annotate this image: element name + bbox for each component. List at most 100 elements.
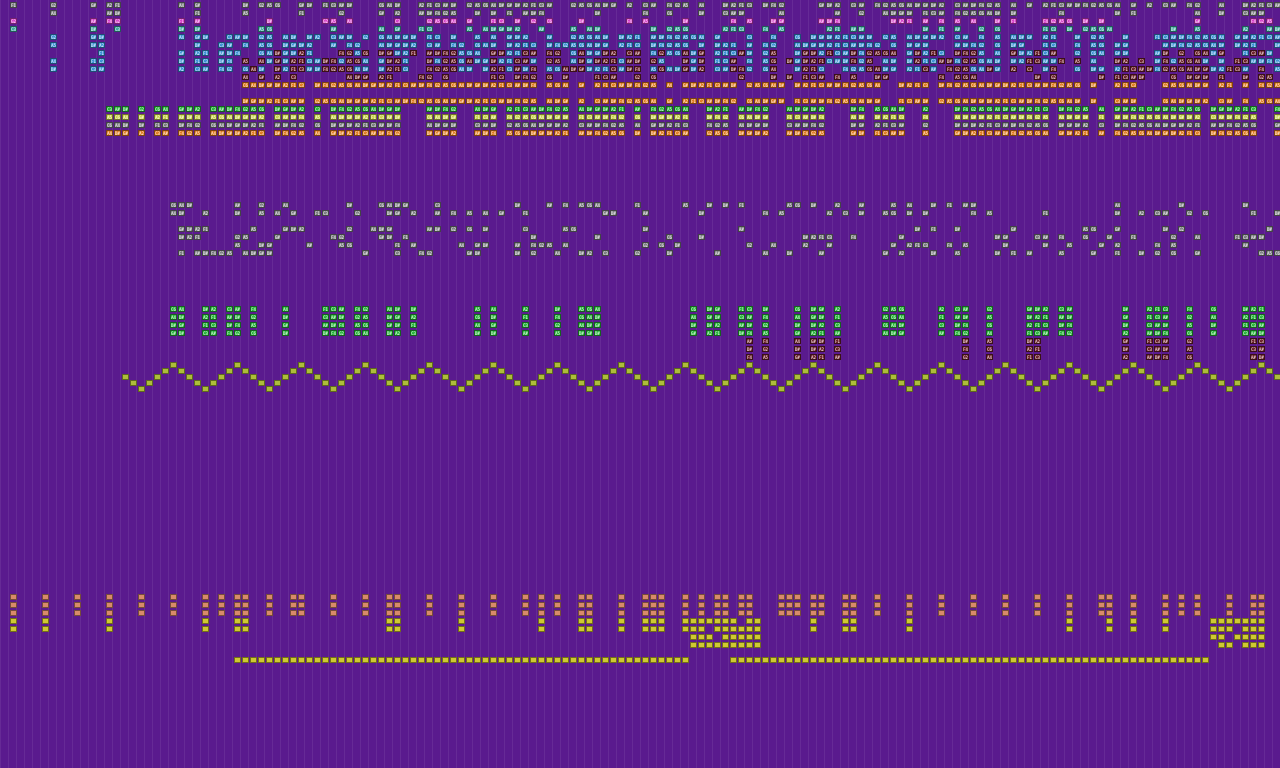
note-cell[interactable]: F4 — [298, 114, 305, 120]
note-cell[interactable]: F4 — [1258, 82, 1265, 88]
note-cell[interactable]: A4 — [250, 66, 257, 72]
note-cell[interactable]: G#2 — [954, 130, 961, 136]
note-cell[interactable]: A4 — [538, 114, 545, 120]
note-cell[interactable]: C6 — [570, 50, 577, 56]
note-cell[interactable]: D#5 — [394, 50, 401, 56]
note-cell[interactable]: A#4 — [1242, 82, 1249, 88]
note-cell[interactable]: A#4 — [530, 50, 537, 56]
note-cell[interactable]: G2 — [882, 34, 889, 40]
note-cell[interactable]: C3 — [522, 50, 529, 56]
note-cell[interactable]: D#6 — [994, 234, 1001, 240]
note-cell[interactable] — [330, 610, 337, 616]
note-cell[interactable]: A2 — [1250, 34, 1257, 40]
note-cell[interactable]: F1 — [1034, 346, 1041, 352]
note-cell[interactable]: C3 — [498, 18, 505, 24]
note-cell[interactable]: C3 — [1242, 10, 1249, 16]
note-cell[interactable]: G2 — [506, 122, 513, 128]
note-cell[interactable]: G2 — [338, 330, 345, 336]
note-cell[interactable] — [1194, 610, 1201, 616]
note-cell[interactable]: A#4 — [738, 50, 745, 56]
note-cell[interactable]: A2 — [386, 82, 393, 88]
note-cell[interactable]: G2 — [834, 98, 841, 104]
note-cell[interactable] — [282, 657, 289, 663]
note-cell[interactable]: A#4 — [954, 314, 961, 320]
note-cell[interactable] — [594, 657, 601, 663]
note-cell[interactable]: C3 — [850, 34, 857, 40]
note-cell[interactable]: G#2 — [818, 306, 825, 312]
note-cell[interactable]: C3 — [954, 306, 961, 312]
note-cell[interactable]: D#6 — [594, 26, 601, 32]
note-cell[interactable]: F4 — [426, 66, 433, 72]
note-cell[interactable] — [554, 362, 561, 368]
note-cell[interactable] — [842, 657, 849, 663]
note-cell[interactable] — [1098, 602, 1105, 608]
note-cell[interactable]: A5 — [1066, 242, 1073, 248]
note-cell[interactable]: C6 — [1242, 130, 1249, 136]
note-cell[interactable]: A2 — [514, 42, 521, 48]
note-cell[interactable] — [802, 368, 809, 374]
note-cell[interactable]: F4 — [810, 122, 817, 128]
note-cell[interactable] — [722, 602, 729, 608]
note-cell[interactable]: A#4 — [1026, 250, 1033, 256]
note-cell[interactable]: A2 — [802, 82, 809, 88]
note-cell[interactable]: A2 — [578, 98, 585, 104]
note-cell[interactable]: F4 — [330, 58, 337, 64]
note-cell[interactable]: D#5 — [1226, 114, 1233, 120]
note-cell[interactable]: G2 — [562, 42, 569, 48]
note-cell[interactable]: F4 — [178, 130, 185, 136]
note-cell[interactable]: A#4 — [482, 122, 489, 128]
note-cell[interactable]: C3 — [162, 122, 169, 128]
note-cell[interactable]: D#5 — [1114, 122, 1121, 128]
note-cell[interactable]: F4 — [226, 58, 233, 64]
note-cell[interactable]: C6 — [1042, 122, 1049, 128]
note-cell[interactable]: A#4 — [1162, 338, 1169, 344]
note-cell[interactable]: D#6 — [794, 106, 801, 112]
note-cell[interactable]: F1 — [1010, 250, 1017, 256]
note-cell[interactable]: G#2 — [1114, 226, 1121, 232]
note-cell[interactable]: A#4 — [818, 18, 825, 24]
note-cell[interactable]: D#5 — [1266, 50, 1273, 56]
note-cell[interactable] — [1242, 642, 1249, 648]
note-cell[interactable]: G#2 — [490, 50, 497, 56]
note-cell[interactable]: A2 — [810, 330, 817, 336]
note-cell[interactable]: D#5 — [610, 210, 617, 216]
note-cell[interactable]: F1 — [194, 234, 201, 240]
note-cell[interactable]: A5 — [258, 210, 265, 216]
note-cell[interactable] — [794, 374, 801, 380]
note-cell[interactable]: G#2 — [794, 354, 801, 360]
note-cell[interactable]: A5 — [770, 50, 777, 56]
note-cell[interactable]: A#4 — [834, 58, 841, 64]
note-cell[interactable]: G2 — [1178, 106, 1185, 112]
note-cell[interactable] — [1210, 634, 1217, 640]
note-cell[interactable]: G#2 — [562, 98, 569, 104]
note-cell[interactable]: D#5 — [1074, 122, 1081, 128]
note-cell[interactable]: D#6 — [586, 50, 593, 56]
note-cell[interactable]: A5 — [1082, 226, 1089, 232]
note-cell[interactable]: D#5 — [178, 234, 185, 240]
note-cell[interactable]: G2 — [314, 98, 321, 104]
note-cell[interactable]: D#6 — [490, 314, 497, 320]
note-cell[interactable]: A#4 — [738, 106, 745, 112]
note-cell[interactable]: G2 — [858, 10, 865, 16]
note-cell[interactable]: C6 — [434, 98, 441, 104]
note-cell[interactable] — [1194, 594, 1201, 600]
note-cell[interactable]: D#5 — [1266, 226, 1273, 232]
note-cell[interactable]: C6 — [570, 226, 577, 232]
note-cell[interactable]: G2 — [762, 106, 769, 112]
note-cell[interactable]: A#4 — [818, 250, 825, 256]
note-cell[interactable]: G2 — [602, 130, 609, 136]
note-cell[interactable]: G2 — [258, 2, 265, 8]
note-cell[interactable]: G#2 — [754, 122, 761, 128]
note-cell[interactable]: D#5 — [1026, 98, 1033, 104]
note-cell[interactable]: C3 — [1250, 106, 1257, 112]
note-cell[interactable]: C3 — [474, 122, 481, 128]
note-cell[interactable]: A4 — [458, 242, 465, 248]
note-cell[interactable] — [730, 374, 737, 380]
note-cell[interactable]: A#4 — [234, 202, 241, 208]
note-cell[interactable]: G#2 — [266, 82, 273, 88]
note-cell[interactable]: A4 — [746, 114, 753, 120]
note-cell[interactable]: A4 — [1194, 58, 1201, 64]
note-cell[interactable]: D#6 — [698, 42, 705, 48]
note-cell[interactable]: C6 — [1194, 106, 1201, 112]
note-cell[interactable] — [834, 380, 841, 386]
